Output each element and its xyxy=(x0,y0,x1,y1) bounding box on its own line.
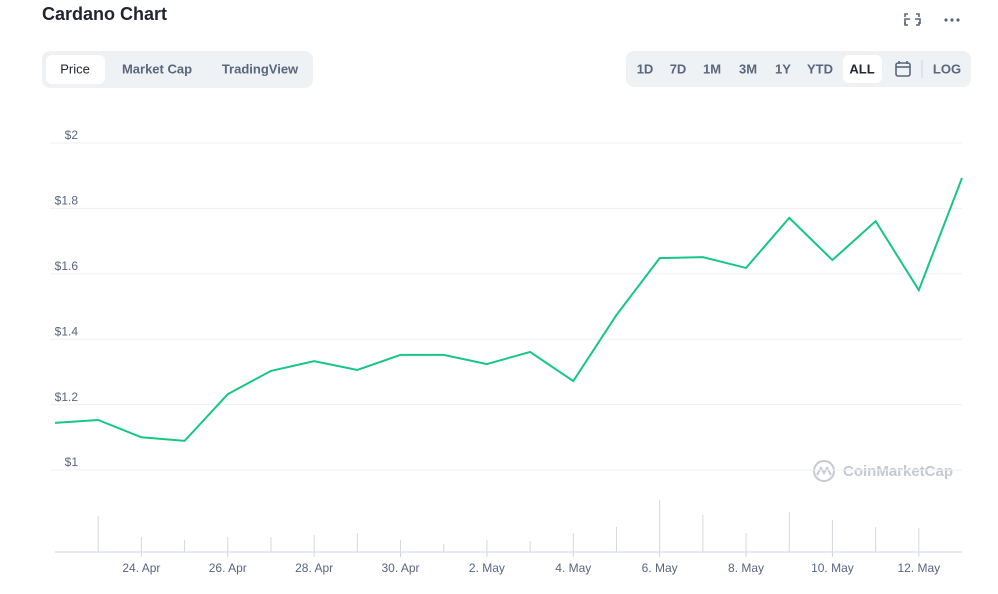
tab[interactable]: Price xyxy=(60,61,90,76)
title: Cardano Chart xyxy=(42,4,167,24)
tab[interactable]: Market Cap xyxy=(122,61,192,76)
range-group xyxy=(626,51,971,87)
more-icon[interactable] xyxy=(944,18,960,22)
y-tick-label: $1.8 xyxy=(55,194,79,208)
range-button[interactable]: ALL xyxy=(849,61,874,76)
y-tick-label: $1 xyxy=(65,455,79,469)
range-button[interactable]: 1D xyxy=(637,61,654,76)
x-tick-label: 4. May xyxy=(555,561,591,575)
x-tick-label: 12. May xyxy=(897,561,940,575)
tab[interactable]: TradingView xyxy=(222,61,299,76)
range-button[interactable]: LOG xyxy=(933,61,961,76)
fullscreen-icon[interactable] xyxy=(904,13,921,26)
tab-group xyxy=(42,51,313,88)
x-tick-label: 24. Apr xyxy=(122,561,160,575)
range-button[interactable]: 3M xyxy=(739,61,757,76)
x-tick-label: 6. May xyxy=(642,561,678,575)
range-selected xyxy=(843,55,882,83)
x-tick-label: 8. May xyxy=(728,561,764,575)
range-button[interactable]: 7D xyxy=(670,61,687,76)
y-tick-label: $1.6 xyxy=(55,259,79,273)
tab-selected xyxy=(46,55,105,84)
x-tick-label: 28. Apr xyxy=(295,561,333,575)
range-button[interactable]: 1M xyxy=(703,61,721,76)
y-tick-label: $1.4 xyxy=(55,324,79,338)
watermark-logo xyxy=(813,460,835,482)
watermark: CoinMarketCap xyxy=(843,463,953,480)
calendar-icon[interactable] xyxy=(895,61,911,77)
y-tick-label: $1.2 xyxy=(55,390,79,404)
x-tick-label: 10. May xyxy=(811,561,854,575)
x-tick-label: 26. Apr xyxy=(209,561,247,575)
y-tick-label: $2 xyxy=(65,128,79,142)
x-tick-label: 2. May xyxy=(469,561,505,575)
range-button[interactable]: 1Y xyxy=(775,61,791,76)
x-tick-label: 30. Apr xyxy=(382,561,420,575)
price-line xyxy=(54,177,963,442)
range-button[interactable]: YTD xyxy=(807,61,833,76)
